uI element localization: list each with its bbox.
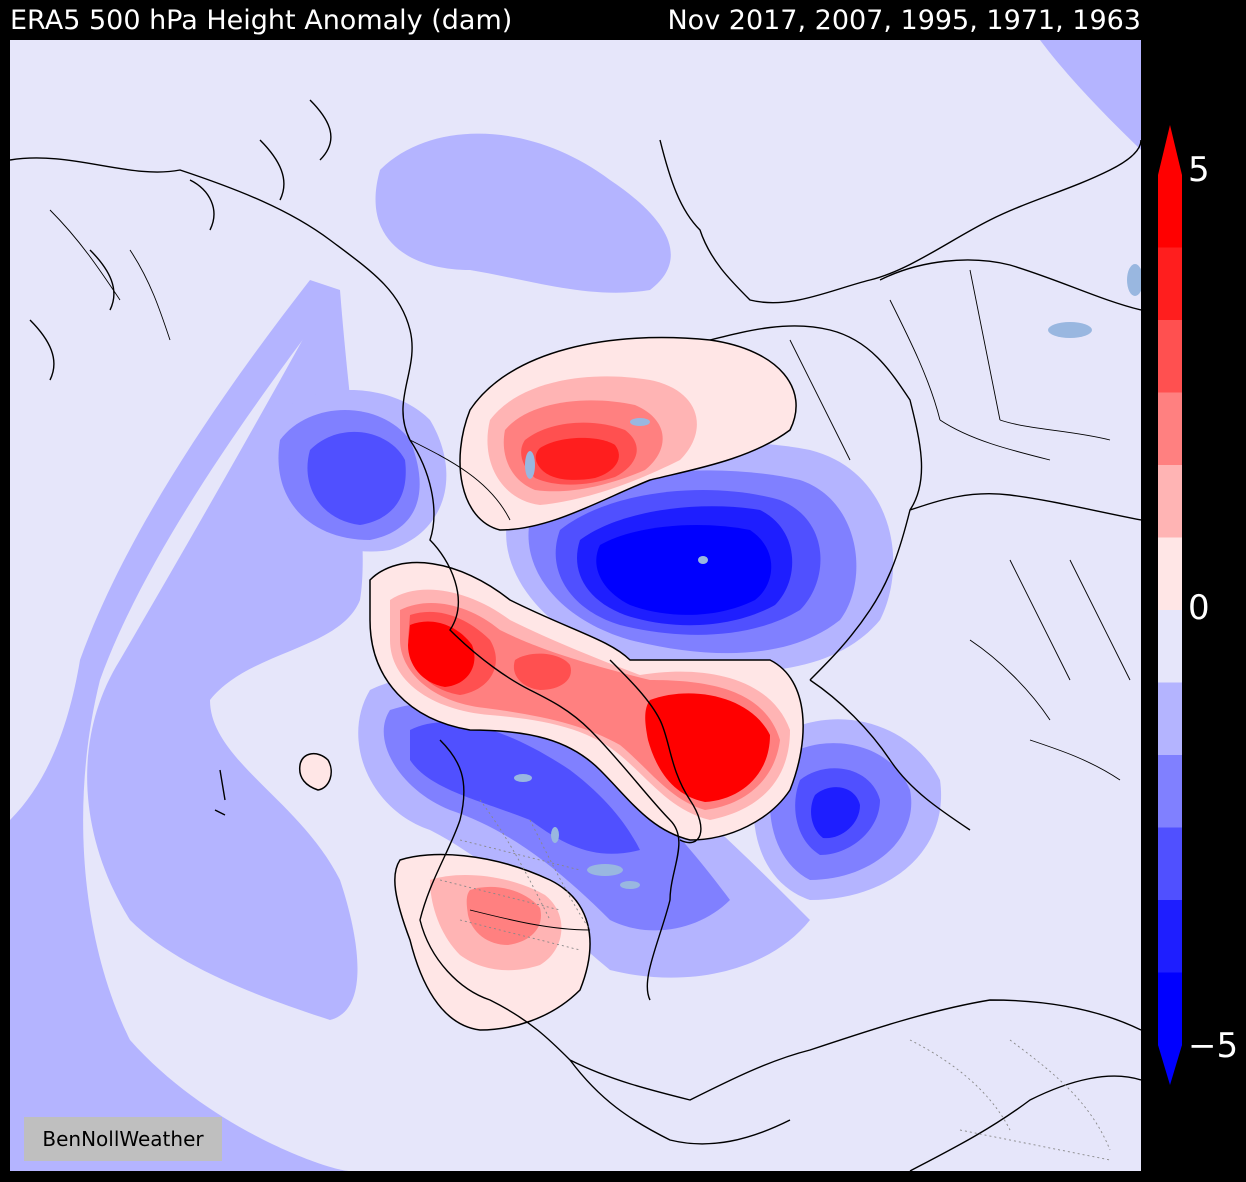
anomaly-map-svg: [10, 40, 1141, 1171]
pacific-positive-small: [298, 753, 332, 791]
colorbar-band: [1158, 247, 1182, 321]
colorbar-band: [1158, 320, 1182, 393]
colorbar-bands: [1158, 125, 1182, 1085]
colorbar-band: [1158, 175, 1182, 248]
greenland-positive-red: [645, 693, 770, 802]
country-borders: [49, 209, 1131, 931]
ne-corner-negative: [1040, 40, 1141, 150]
arctic-negative-top: [375, 133, 671, 293]
colorbar-band: [1158, 610, 1182, 683]
colorbar-band: [1158, 537, 1182, 611]
watermark-label: BenNollWeather: [24, 1117, 222, 1161]
colorbar-band: [1158, 827, 1182, 901]
colorbar-band: [1158, 465, 1182, 538]
colorbar-extend-min-arrow: [1158, 1045, 1182, 1085]
colorbar-band: [1158, 392, 1182, 466]
us-positive-inner: [466, 886, 541, 945]
canada-positive-small: [513, 653, 571, 690]
colorbar-band: [1158, 755, 1182, 828]
coastlines: [10, 99, 1141, 1171]
pacific-negative-belt: [10, 280, 350, 1171]
colorbar-band: [1158, 682, 1182, 756]
colorbar-tick-zero: 0: [1188, 588, 1210, 628]
colorbar-extend-max-arrow: [1158, 125, 1182, 175]
colorbar-tick-min: −5: [1188, 1026, 1239, 1066]
hudson-negative-core: [410, 722, 640, 854]
colorbar-band: [1158, 972, 1182, 1046]
colorbar-band: [1158, 900, 1182, 973]
atlantic-negative-center: [811, 787, 860, 839]
map-title: ERA5 500 hPa Height Anomaly (dam): [10, 5, 513, 36]
anomaly-map: [10, 40, 1141, 1171]
us-state-borders: [439, 799, 1111, 1161]
lakes: [514, 264, 1141, 889]
alaska-negative-core: [307, 431, 406, 525]
colorbar-tick-max: 5: [1188, 150, 1210, 190]
map-subtitle: Nov 2017, 2007, 1995, 1971, 1963: [667, 5, 1141, 36]
siberia-negative-center: [596, 525, 772, 615]
colorbar: [1158, 125, 1182, 1085]
asia-positive-center: [535, 437, 619, 480]
